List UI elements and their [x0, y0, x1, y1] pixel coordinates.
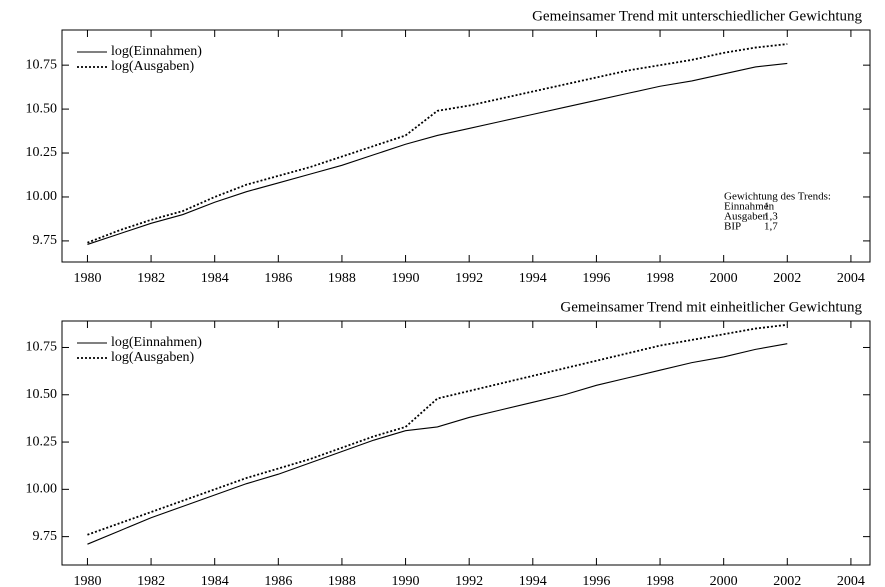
series-line — [87, 62, 788, 245]
x-tick-label: 1986 — [264, 271, 292, 286]
x-tick-label: 1994 — [519, 574, 547, 587]
y-tick-label: 10.75 — [26, 340, 58, 355]
y-tick-label: 10.50 — [26, 387, 58, 402]
x-tick-label: 1998 — [646, 271, 674, 286]
annotation-label: Ausgaben — [724, 211, 768, 223]
annotation-value: 1,3 — [764, 211, 778, 223]
x-tick-label: 1990 — [392, 574, 420, 587]
y-tick-label: 10.25 — [26, 434, 58, 449]
series-line — [87, 43, 788, 244]
annotation-value: 1,7 — [764, 221, 778, 233]
x-tick-label: 1992 — [455, 574, 483, 587]
y-tick-label: 10.00 — [26, 482, 58, 497]
y-tick-label: 10.75 — [26, 57, 58, 72]
x-tick-label: 2000 — [710, 574, 738, 587]
x-tick-label: 1982 — [137, 574, 165, 587]
annotation-value: 1 — [764, 201, 770, 213]
legend-label: log(Ausgaben) — [111, 59, 195, 74]
x-tick-label: 2004 — [837, 271, 865, 286]
x-tick-label: 1988 — [328, 574, 356, 587]
legend-label: log(Einnahmen) — [111, 335, 202, 350]
x-tick-label: 1988 — [328, 271, 356, 286]
y-tick-label: 9.75 — [33, 529, 58, 544]
x-tick-label: 1980 — [73, 271, 101, 286]
legend-label: log(Einnahmen) — [111, 44, 202, 59]
plot-frame — [61, 320, 871, 566]
chart-title: Gemeinsamer Trend mit unterschiedlicher … — [532, 8, 862, 24]
y-tick-label: 10.25 — [26, 145, 58, 160]
x-tick-label: 2002 — [773, 574, 801, 587]
chart-title: Gemeinsamer Trend mit einheitlicher Gewi… — [560, 299, 862, 315]
x-tick-label: 1994 — [519, 271, 547, 286]
y-tick-label: 9.75 — [33, 233, 58, 248]
y-tick-label: 10.50 — [26, 101, 58, 116]
series-line — [87, 343, 788, 545]
x-tick-label: 1990 — [392, 271, 420, 286]
x-tick-label: 1998 — [646, 574, 674, 587]
annotation-heading: Gewichtung des Trends: — [724, 191, 831, 203]
x-tick-label: 2000 — [710, 271, 738, 286]
x-tick-label: 1996 — [582, 574, 610, 587]
x-tick-label: 1984 — [201, 271, 229, 286]
annotation-label: Einnahmen — [724, 201, 775, 213]
x-tick-label: 1986 — [264, 574, 292, 587]
x-tick-label: 1980 — [73, 574, 101, 587]
y-tick-label: 10.00 — [26, 189, 58, 204]
annotation-label: BIP — [724, 221, 741, 233]
x-tick-label: 1982 — [137, 271, 165, 286]
x-tick-label: 1996 — [582, 271, 610, 286]
x-tick-label: 2002 — [773, 271, 801, 286]
x-tick-label: 1992 — [455, 271, 483, 286]
x-tick-label: 2004 — [837, 574, 865, 587]
x-tick-label: 1984 — [201, 574, 229, 587]
legend-label: log(Ausgaben) — [111, 350, 195, 365]
plot-frame — [61, 29, 871, 263]
